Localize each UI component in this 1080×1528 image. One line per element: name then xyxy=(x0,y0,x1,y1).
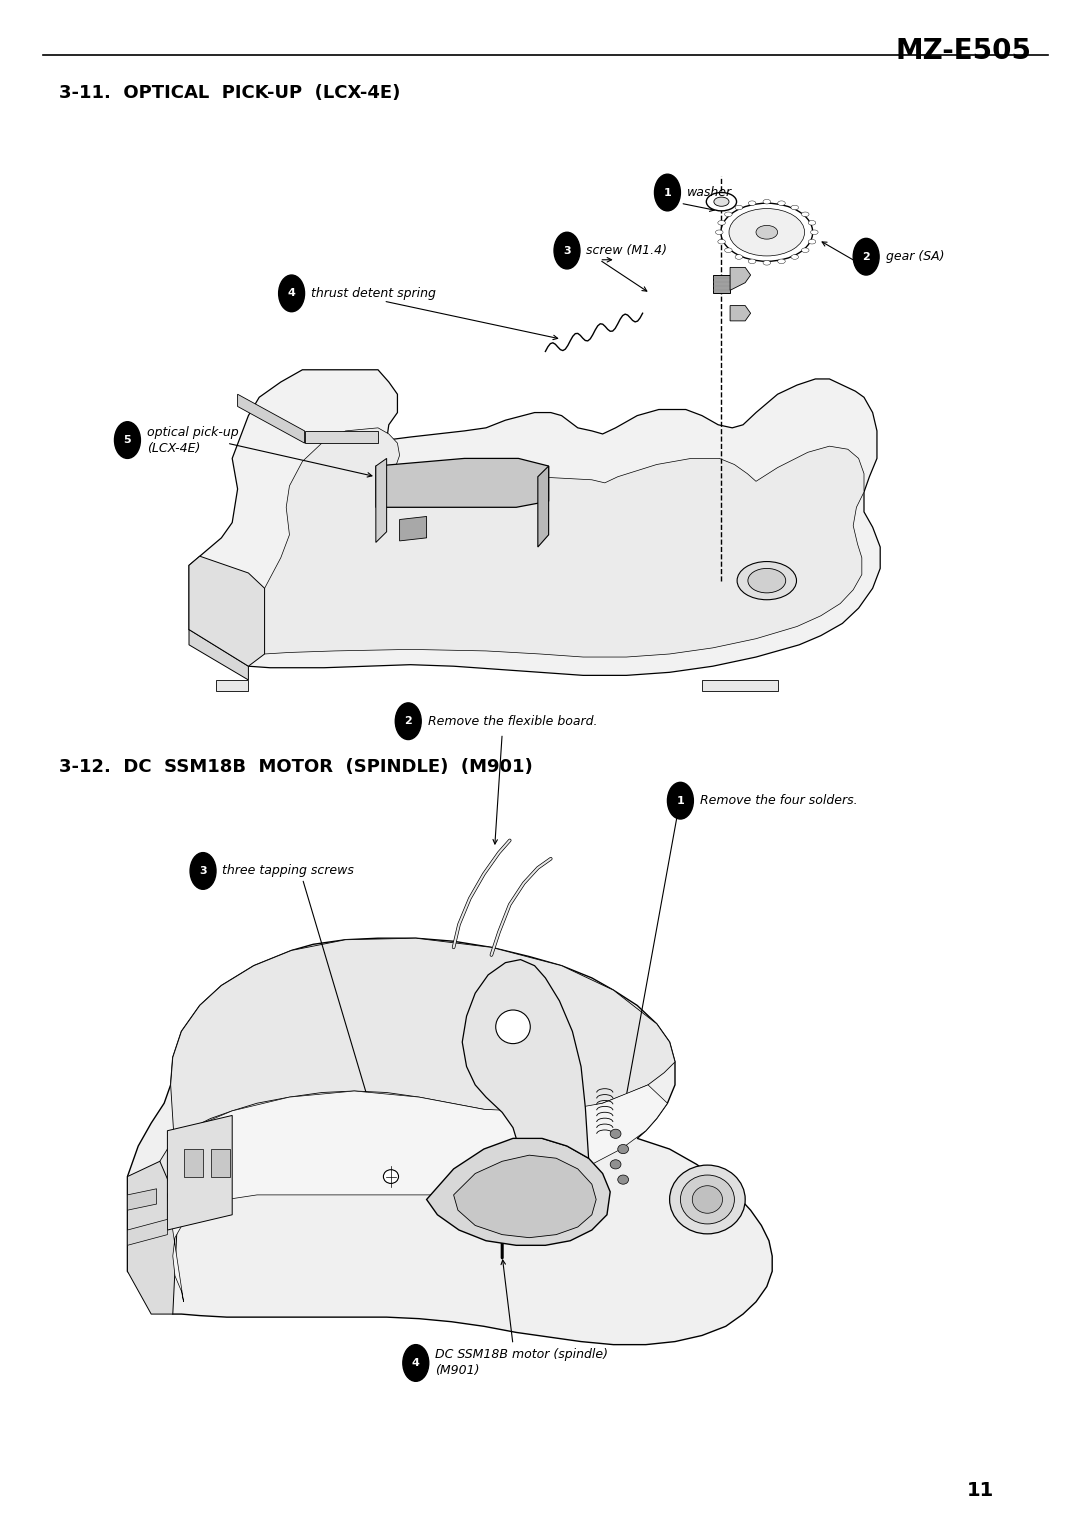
Ellipse shape xyxy=(735,255,743,260)
Ellipse shape xyxy=(808,240,815,244)
Ellipse shape xyxy=(791,205,798,209)
Ellipse shape xyxy=(706,193,737,211)
Polygon shape xyxy=(702,680,778,691)
Text: washer: washer xyxy=(687,186,732,199)
Ellipse shape xyxy=(721,203,812,261)
Ellipse shape xyxy=(692,1186,723,1213)
Polygon shape xyxy=(265,428,864,657)
Text: 11: 11 xyxy=(967,1482,994,1500)
Ellipse shape xyxy=(810,231,819,235)
Ellipse shape xyxy=(383,1170,399,1183)
Ellipse shape xyxy=(801,248,809,252)
Ellipse shape xyxy=(496,1010,530,1044)
Text: 1: 1 xyxy=(663,188,672,197)
Circle shape xyxy=(395,703,421,740)
Text: Remove the four solders.: Remove the four solders. xyxy=(700,795,858,807)
Ellipse shape xyxy=(808,220,815,225)
Text: 4: 4 xyxy=(287,289,296,298)
Polygon shape xyxy=(167,1085,667,1302)
Text: 2: 2 xyxy=(404,717,413,726)
Polygon shape xyxy=(157,938,675,1204)
Polygon shape xyxy=(167,1115,232,1230)
Polygon shape xyxy=(454,1155,596,1238)
Circle shape xyxy=(853,238,879,275)
Polygon shape xyxy=(127,1189,157,1210)
Polygon shape xyxy=(189,630,248,680)
Text: MZ-E505: MZ-E505 xyxy=(895,37,1031,64)
Ellipse shape xyxy=(715,231,724,235)
Circle shape xyxy=(190,853,216,889)
Polygon shape xyxy=(538,466,549,547)
Text: Remove the flexible board.: Remove the flexible board. xyxy=(428,715,597,727)
Ellipse shape xyxy=(778,200,785,205)
Polygon shape xyxy=(305,431,378,443)
Ellipse shape xyxy=(791,255,798,260)
Polygon shape xyxy=(427,1138,610,1245)
Text: DC SSM18B motor (spindle)
(M901): DC SSM18B motor (spindle) (M901) xyxy=(435,1349,608,1377)
Polygon shape xyxy=(376,458,549,507)
Ellipse shape xyxy=(747,568,785,593)
Ellipse shape xyxy=(748,260,756,264)
Polygon shape xyxy=(238,394,305,443)
Ellipse shape xyxy=(778,260,785,264)
Polygon shape xyxy=(730,306,751,321)
Text: thrust detent spring: thrust detent spring xyxy=(311,287,436,299)
Circle shape xyxy=(654,174,680,211)
Text: 3-12.  DC  SSM18B  MOTOR  (SPINDLE)  (M901): 3-12. DC SSM18B MOTOR (SPINDLE) (M901) xyxy=(59,758,534,776)
Text: 5: 5 xyxy=(123,435,132,445)
Polygon shape xyxy=(184,1149,203,1177)
Ellipse shape xyxy=(735,205,743,209)
Ellipse shape xyxy=(618,1144,629,1154)
Text: 4: 4 xyxy=(411,1358,420,1368)
Ellipse shape xyxy=(748,200,756,205)
Ellipse shape xyxy=(718,240,726,244)
Ellipse shape xyxy=(729,209,805,257)
Circle shape xyxy=(114,422,140,458)
Text: 3-11.  OPTICAL  PICK-UP  (LCX-4E): 3-11. OPTICAL PICK-UP (LCX-4E) xyxy=(59,84,401,102)
Text: optical pick-up
(LCX-4E): optical pick-up (LCX-4E) xyxy=(147,426,239,454)
Text: 3: 3 xyxy=(199,866,207,876)
Ellipse shape xyxy=(801,212,809,217)
Ellipse shape xyxy=(718,220,726,225)
Ellipse shape xyxy=(618,1175,629,1184)
Ellipse shape xyxy=(756,226,778,240)
Ellipse shape xyxy=(610,1160,621,1169)
Circle shape xyxy=(667,782,693,819)
Ellipse shape xyxy=(680,1175,734,1224)
Ellipse shape xyxy=(725,212,732,217)
Polygon shape xyxy=(462,960,589,1158)
Ellipse shape xyxy=(670,1166,745,1235)
Ellipse shape xyxy=(762,261,770,266)
Text: 1: 1 xyxy=(676,796,685,805)
Circle shape xyxy=(403,1345,429,1381)
Text: screw (M1.4): screw (M1.4) xyxy=(586,244,667,257)
Ellipse shape xyxy=(610,1129,621,1138)
Text: 3: 3 xyxy=(563,246,571,255)
Ellipse shape xyxy=(714,197,729,206)
Text: three tapping screws: three tapping screws xyxy=(222,865,354,877)
Polygon shape xyxy=(189,370,880,675)
Text: gear (SA): gear (SA) xyxy=(886,251,944,263)
Polygon shape xyxy=(730,267,751,290)
Polygon shape xyxy=(376,458,387,542)
Polygon shape xyxy=(400,516,427,541)
Polygon shape xyxy=(127,1161,178,1314)
Ellipse shape xyxy=(725,248,732,252)
Ellipse shape xyxy=(762,200,770,203)
Text: 2: 2 xyxy=(862,252,870,261)
Polygon shape xyxy=(189,556,265,666)
Circle shape xyxy=(554,232,580,269)
Ellipse shape xyxy=(737,562,797,601)
Polygon shape xyxy=(127,1219,167,1245)
Polygon shape xyxy=(713,275,730,293)
Circle shape xyxy=(279,275,305,312)
Polygon shape xyxy=(127,938,772,1345)
Polygon shape xyxy=(216,680,248,691)
Polygon shape xyxy=(211,1149,230,1177)
